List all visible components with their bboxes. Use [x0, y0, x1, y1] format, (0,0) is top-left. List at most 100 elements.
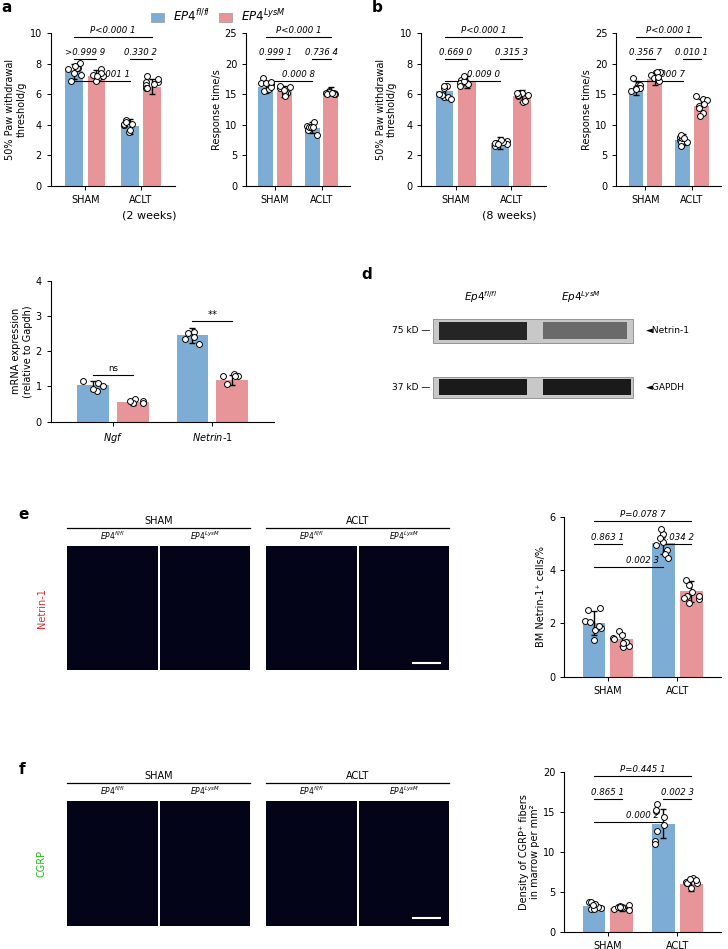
- Point: [441, 78, 453, 93]
- Point: [595, 601, 606, 616]
- Point: [301, 118, 313, 133]
- Point: [684, 595, 695, 610]
- Point: [73, 61, 84, 76]
- Point: [658, 818, 670, 833]
- Bar: [359, 546, 449, 670]
- Point: [303, 122, 314, 138]
- Point: [588, 632, 600, 647]
- Bar: [143, 86, 161, 186]
- Point: [258, 84, 270, 99]
- Point: [585, 902, 596, 917]
- Point: [87, 381, 98, 397]
- Point: [681, 135, 693, 150]
- Bar: [543, 323, 628, 339]
- Point: [674, 133, 686, 148]
- Point: [462, 77, 474, 92]
- Point: [674, 129, 686, 144]
- Bar: [277, 91, 292, 186]
- Text: P=0.445 1: P=0.445 1: [620, 765, 665, 774]
- Bar: [513, 96, 531, 186]
- Point: [77, 374, 89, 389]
- Point: [274, 79, 286, 94]
- Point: [684, 577, 695, 592]
- Bar: [440, 322, 528, 340]
- Point: [322, 86, 333, 102]
- Point: [657, 534, 669, 549]
- Point: [511, 85, 523, 101]
- Text: 0.010 1: 0.010 1: [676, 48, 708, 57]
- Text: $Ep4^{fl/fl}$: $Ep4^{fl/fl}$: [464, 288, 498, 305]
- Point: [630, 82, 641, 97]
- Text: (8 weeks): (8 weeks): [483, 211, 537, 221]
- Point: [62, 62, 74, 77]
- Point: [617, 640, 629, 655]
- Bar: [258, 87, 273, 186]
- Point: [608, 902, 620, 917]
- Point: [583, 894, 595, 909]
- Point: [149, 76, 160, 91]
- Point: [496, 134, 508, 149]
- Text: $EP4^{fl/fl}$: $EP4^{fl/fl}$: [299, 785, 324, 797]
- Point: [326, 85, 338, 101]
- Point: [652, 65, 663, 80]
- Point: [662, 550, 674, 566]
- Point: [616, 627, 628, 642]
- Point: [328, 85, 340, 101]
- Bar: [652, 544, 675, 677]
- Point: [634, 78, 646, 93]
- Bar: [305, 128, 320, 186]
- Point: [141, 81, 152, 96]
- Point: [614, 899, 626, 914]
- Point: [69, 59, 81, 74]
- Point: [490, 136, 502, 151]
- Legend: $EP4^{fl/fl}$, $EP4^{LysM}$: $EP4^{fl/fl}$, $EP4^{LysM}$: [151, 8, 286, 25]
- Point: [589, 897, 601, 912]
- Point: [633, 81, 645, 96]
- Y-axis label: 50% Paw withdrawal
threshold/g: 50% Paw withdrawal threshold/g: [5, 59, 27, 160]
- Point: [141, 68, 153, 84]
- Bar: [680, 884, 703, 932]
- Bar: [266, 801, 357, 925]
- Point: [124, 124, 135, 140]
- Point: [649, 537, 661, 552]
- Bar: [433, 377, 633, 398]
- Text: b: b: [371, 0, 382, 14]
- Point: [685, 881, 697, 896]
- Point: [513, 85, 524, 101]
- Point: [95, 65, 107, 80]
- Point: [579, 614, 591, 629]
- Point: [675, 127, 687, 142]
- Point: [68, 65, 79, 81]
- Point: [489, 139, 501, 154]
- Point: [697, 92, 709, 107]
- Point: [587, 897, 599, 912]
- Bar: [77, 385, 108, 421]
- Point: [588, 902, 600, 917]
- Point: [140, 75, 151, 90]
- Text: $EP4^{fl/fl}$: $EP4^{fl/fl}$: [100, 530, 125, 543]
- Text: 0.009 0: 0.009 0: [467, 70, 500, 80]
- Point: [645, 67, 657, 83]
- Text: 0.000 7: 0.000 7: [652, 70, 685, 80]
- Point: [614, 898, 625, 913]
- Point: [153, 75, 165, 90]
- Point: [71, 60, 82, 75]
- Point: [328, 86, 340, 102]
- Text: P<0.000 1: P<0.000 1: [90, 27, 136, 35]
- Point: [596, 621, 607, 636]
- Point: [278, 83, 290, 98]
- Text: 0.330 2: 0.330 2: [124, 48, 157, 57]
- Text: **: **: [207, 309, 218, 320]
- Point: [492, 136, 504, 151]
- Text: P<0.000 1: P<0.000 1: [646, 27, 692, 35]
- Point: [657, 527, 668, 542]
- Point: [74, 55, 85, 70]
- Text: ◄Netrin-1: ◄Netrin-1: [646, 326, 689, 335]
- Bar: [647, 79, 662, 186]
- Text: P<0.000 1: P<0.000 1: [461, 27, 506, 35]
- Bar: [159, 801, 250, 925]
- Point: [266, 75, 277, 90]
- Text: $EP4^{LysM}$: $EP4^{LysM}$: [389, 785, 419, 797]
- Point: [582, 603, 593, 618]
- Point: [281, 85, 293, 101]
